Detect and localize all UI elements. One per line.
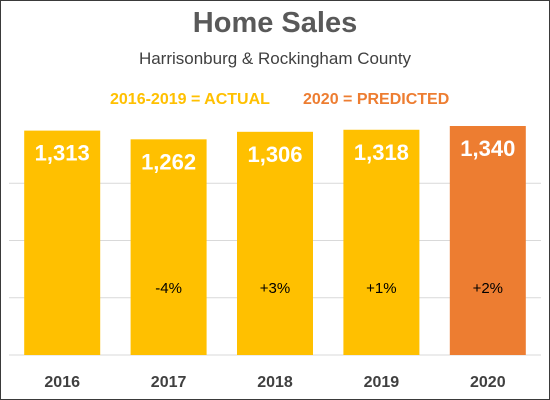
change-label-2018: +3% [260, 280, 290, 297]
bar-2019 [343, 129, 420, 355]
chart-title: Home Sales [192, 7, 358, 39]
category-label-2018: 2018 [257, 374, 293, 391]
bar-2017 [130, 139, 207, 355]
bar-2020 [449, 126, 526, 355]
change-label-2020: +2% [473, 280, 503, 297]
legend-actual-label: 2016-2019 = ACTUAL [110, 91, 270, 108]
category-label-2019: 2019 [364, 374, 400, 391]
bar-2016 [24, 130, 101, 355]
value-label-2019: 1,318 [354, 140, 409, 165]
value-label-2018: 1,306 [247, 142, 302, 167]
category-label-2016: 2016 [44, 374, 80, 391]
value-label-2020: 1,340 [460, 136, 515, 161]
chart-subtitle: Harrisonburg & Rockingham County [138, 49, 412, 68]
change-label-2019: +1% [366, 280, 396, 297]
bar-2018 [237, 131, 313, 355]
value-label-2017: 1,262 [141, 149, 196, 174]
legend-predicted-label: 2020 = PREDICTED [303, 91, 450, 108]
category-label-2020: 2020 [470, 374, 506, 391]
value-label-2016: 1,313 [35, 141, 90, 166]
change-label-2017: -4% [155, 280, 182, 297]
category-label-2017: 2017 [151, 374, 187, 391]
